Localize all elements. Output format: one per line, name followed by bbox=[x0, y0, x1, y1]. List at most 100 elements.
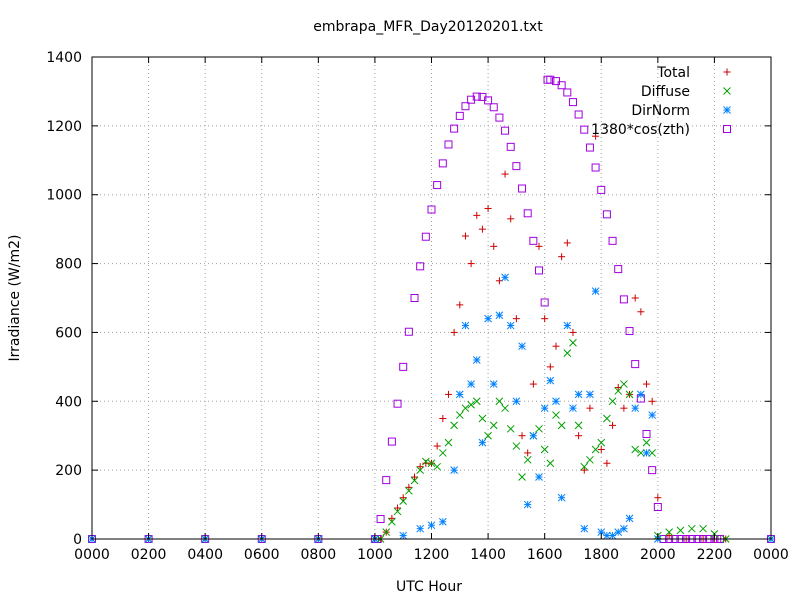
data-point bbox=[376, 515, 385, 524]
data-point bbox=[518, 432, 526, 440]
data-point bbox=[699, 524, 707, 533]
data-point bbox=[399, 497, 408, 505]
data-point bbox=[603, 531, 611, 540]
data-point bbox=[665, 532, 673, 540]
data-point bbox=[591, 163, 600, 172]
data-point bbox=[569, 404, 577, 413]
data-point bbox=[433, 442, 441, 450]
data-point bbox=[529, 236, 538, 245]
data-point bbox=[563, 88, 572, 97]
data-point bbox=[551, 77, 560, 86]
data-point bbox=[603, 414, 611, 423]
legend-label: Total bbox=[656, 65, 690, 81]
data-point bbox=[394, 504, 402, 512]
data-point bbox=[501, 404, 509, 413]
data-point bbox=[602, 210, 611, 219]
data-point bbox=[580, 524, 589, 533]
data-point bbox=[619, 295, 628, 304]
x-axis-label: UTC Hour bbox=[396, 579, 462, 595]
x-tick-label: 2000 bbox=[640, 547, 676, 563]
data-point bbox=[580, 466, 588, 474]
data-point bbox=[568, 98, 577, 107]
data-point bbox=[569, 338, 577, 347]
data-point bbox=[399, 362, 408, 371]
data-point bbox=[540, 445, 549, 454]
data-point bbox=[495, 311, 504, 320]
data-point bbox=[512, 315, 520, 323]
data-points bbox=[88, 75, 775, 543]
data-point bbox=[438, 517, 447, 526]
data-point bbox=[591, 287, 600, 295]
data-point bbox=[631, 445, 640, 454]
data-point bbox=[535, 242, 543, 250]
data-point bbox=[467, 400, 475, 409]
data-point bbox=[631, 294, 639, 302]
data-point bbox=[455, 411, 464, 419]
data-point bbox=[387, 437, 396, 446]
data-point bbox=[444, 140, 453, 149]
data-point bbox=[444, 390, 452, 398]
data-point bbox=[518, 473, 526, 481]
data-point bbox=[382, 476, 391, 485]
data-point bbox=[586, 404, 594, 412]
data-point bbox=[654, 494, 662, 502]
data-point bbox=[535, 266, 544, 275]
data-point bbox=[591, 445, 600, 454]
data-point bbox=[597, 445, 605, 453]
data-point bbox=[574, 421, 583, 430]
data-point bbox=[574, 390, 583, 399]
y-tick-label: 1000 bbox=[46, 188, 82, 204]
data-point bbox=[439, 415, 447, 422]
data-point bbox=[416, 262, 425, 271]
data-point bbox=[687, 524, 696, 533]
y-tick-label: 200 bbox=[55, 463, 82, 479]
data-point bbox=[421, 457, 430, 466]
data-point bbox=[574, 110, 583, 119]
data-point bbox=[546, 459, 555, 468]
data-point bbox=[552, 411, 560, 419]
legend-marker bbox=[723, 87, 731, 95]
data-point bbox=[455, 390, 464, 399]
data-point bbox=[614, 387, 623, 395]
data-point bbox=[472, 356, 481, 364]
data-point bbox=[643, 380, 651, 388]
data-point bbox=[478, 438, 487, 447]
data-point bbox=[382, 528, 391, 536]
data-point bbox=[614, 265, 623, 274]
data-point bbox=[625, 514, 634, 523]
data-point bbox=[648, 466, 657, 475]
data-point bbox=[433, 181, 442, 190]
data-point bbox=[484, 431, 492, 440]
x-tick-label: 1800 bbox=[583, 547, 619, 563]
data-point bbox=[489, 421, 498, 430]
data-point bbox=[467, 380, 475, 388]
y-tick-label: 600 bbox=[55, 325, 82, 341]
data-point bbox=[455, 111, 464, 120]
data-point bbox=[546, 75, 555, 84]
data-point bbox=[529, 431, 538, 440]
data-point bbox=[642, 449, 651, 457]
legend-label: Diffuse bbox=[641, 84, 690, 100]
data-point bbox=[506, 424, 515, 433]
data-point bbox=[450, 466, 458, 474]
data-point bbox=[642, 438, 651, 447]
data-point bbox=[399, 494, 407, 502]
data-point bbox=[506, 142, 515, 151]
data-point bbox=[518, 184, 527, 193]
data-point bbox=[529, 380, 537, 388]
data-point bbox=[552, 342, 560, 350]
data-point bbox=[489, 103, 498, 112]
data-point bbox=[580, 125, 589, 134]
data-point bbox=[620, 404, 628, 412]
data-point bbox=[552, 397, 560, 406]
data-point bbox=[631, 360, 640, 369]
data-point bbox=[507, 215, 515, 223]
y-tick-label: 1200 bbox=[46, 119, 82, 135]
data-point bbox=[450, 124, 459, 133]
data-point bbox=[575, 432, 583, 440]
data-point bbox=[653, 502, 662, 511]
data-point bbox=[676, 526, 685, 535]
legend: Total Diffuse DirNorm 1380*cos(zth) bbox=[591, 65, 731, 138]
data-point bbox=[450, 328, 458, 336]
data-point bbox=[648, 397, 656, 405]
